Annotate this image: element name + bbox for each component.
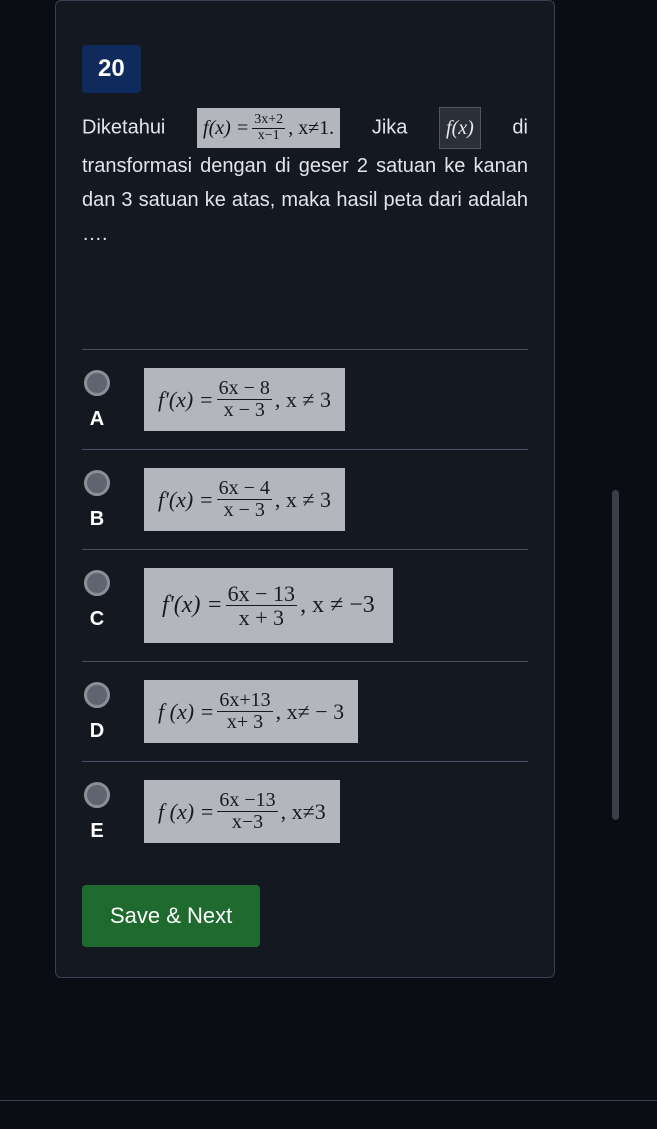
- opt-den: x − 3: [222, 500, 267, 521]
- formula-fx-def: f(x) = 3x+2 x−1 , x≠1.: [197, 108, 340, 148]
- option-formula-e: f (x) = 6x −13 x−3 , x≠3: [144, 780, 340, 843]
- opt-frac: 6x −13 x−3: [217, 790, 277, 833]
- option-radio-col: A: [82, 368, 112, 431]
- opt-num: 6x+13: [217, 690, 272, 712]
- option-formula-d: f (x) = 6x+13 x+ 3 , x≠ − 3: [144, 680, 358, 743]
- question-number: 20: [82, 45, 141, 93]
- option-letter: E: [90, 820, 103, 843]
- formula1-lhs: f(x) =: [203, 111, 249, 145]
- option-formula-c: f'(x) = 6x − 13 x + 3 , x ≠ −3: [144, 568, 393, 643]
- option-row: E f (x) = 6x −13 x−3 , x≠3: [82, 761, 528, 861]
- opt-lhs: f (x) =: [158, 699, 214, 725]
- opt-cond: , x≠ − 3: [276, 699, 344, 725]
- formula1-frac: 3x+2 x−1: [252, 113, 285, 143]
- option-row: A f'(x) = 6x − 8 x − 3 , x ≠ 3: [82, 349, 528, 449]
- option-letter: C: [90, 608, 104, 631]
- formula2: f(x): [446, 111, 474, 145]
- qtext-mid: Jika: [372, 116, 439, 138]
- option-radio-col: D: [82, 680, 112, 743]
- opt-frac: 6x+13 x+ 3: [217, 690, 272, 733]
- scrollbar[interactable]: [612, 490, 619, 820]
- formula-fx: f(x): [439, 107, 481, 149]
- opt-den: x+ 3: [225, 712, 265, 733]
- option-row: B f'(x) = 6x − 4 x − 3 , x ≠ 3: [82, 449, 528, 549]
- opt-lhs: f (x) =: [158, 799, 214, 825]
- option-radio-col: B: [82, 468, 112, 531]
- opt-num: 6x − 8: [217, 378, 272, 400]
- opt-den: x−3: [230, 812, 265, 833]
- radio-a[interactable]: [84, 370, 110, 396]
- radio-d[interactable]: [84, 682, 110, 708]
- opt-lhs: f'(x) =: [158, 487, 214, 513]
- question-inner: 20 Diketahui f(x) = 3x+2 x−1 , x≠1. Jika…: [56, 1, 554, 861]
- option-radio-col: E: [82, 780, 112, 843]
- qtext-pre: Diketahui: [82, 116, 165, 138]
- opt-num: 6x − 13: [226, 582, 297, 606]
- radio-b[interactable]: [84, 470, 110, 496]
- opt-den: x + 3: [237, 606, 286, 629]
- opt-lhs: f'(x) =: [162, 592, 223, 619]
- opt-cond: , x ≠ −3: [300, 592, 375, 619]
- option-formula-a: f'(x) = 6x − 8 x − 3 , x ≠ 3: [144, 368, 345, 431]
- question-card: 20 Diketahui f(x) = 3x+2 x−1 , x≠1. Jika…: [55, 0, 555, 978]
- opt-frac: 6x − 8 x − 3: [217, 378, 272, 421]
- opt-den: x − 3: [222, 400, 267, 421]
- formula1-den: x−1: [256, 129, 282, 143]
- option-formula-b: f'(x) = 6x − 4 x − 3 , x ≠ 3: [144, 468, 345, 531]
- opt-frac: 6x − 13 x + 3: [226, 582, 297, 629]
- opt-num: 6x − 4: [217, 478, 272, 500]
- spacer: [82, 251, 528, 341]
- option-letter: A: [90, 408, 104, 431]
- option-letter: B: [90, 508, 104, 531]
- formula1-num: 3x+2: [252, 113, 285, 128]
- option-letter: D: [90, 720, 104, 743]
- formula1-cond: , x≠1.: [288, 111, 334, 145]
- question-text: Diketahui f(x) = 3x+2 x−1 , x≠1. Jika f(…: [82, 107, 528, 251]
- bottom-divider: [0, 1100, 657, 1101]
- radio-c[interactable]: [84, 570, 110, 596]
- opt-lhs: f'(x) =: [158, 387, 214, 413]
- radio-e[interactable]: [84, 782, 110, 808]
- option-row: C f'(x) = 6x − 13 x + 3 , x ≠ −3: [82, 549, 528, 661]
- option-radio-col: C: [82, 568, 112, 631]
- opt-cond: , x≠3: [281, 799, 326, 825]
- opt-num: 6x −13: [217, 790, 277, 812]
- page-root: 20 Diketahui f(x) = 3x+2 x−1 , x≠1. Jika…: [0, 0, 657, 1129]
- opt-cond: , x ≠ 3: [275, 487, 331, 513]
- save-next-button[interactable]: Save & Next: [82, 885, 260, 947]
- opt-cond: , x ≠ 3: [275, 387, 331, 413]
- options-list: A f'(x) = 6x − 8 x − 3 , x ≠ 3: [82, 349, 528, 861]
- option-row: D f (x) = 6x+13 x+ 3 , x≠ − 3: [82, 661, 528, 761]
- opt-frac: 6x − 4 x − 3: [217, 478, 272, 521]
